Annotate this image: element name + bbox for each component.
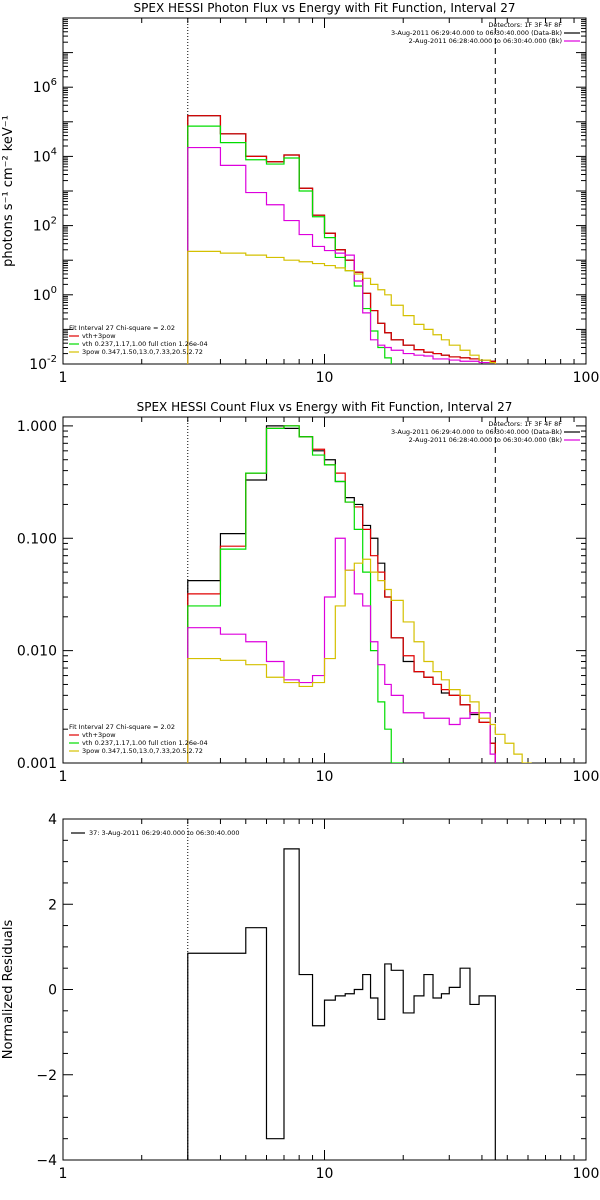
series-line bbox=[187, 558, 532, 763]
legend-top: Detectors: 1F 3F 4F 8F3-Aug-2011 06:29:4… bbox=[391, 21, 580, 45]
y-tick-label: 102 bbox=[33, 216, 57, 235]
legend-entry: Detectors: 1F 3F 4F 8F bbox=[488, 420, 562, 428]
chart-title: SPEX HESSI Photon Flux vs Energy with Fi… bbox=[134, 1, 516, 15]
legend-top: 37: 3-Aug-2011 06:29:40.000 to 06:30:40.… bbox=[71, 829, 240, 837]
y-tick-label: 0 bbox=[48, 983, 57, 999]
panel-2: SPEX HESSI Count Flux vs Energy with Fit… bbox=[17, 400, 599, 785]
y-axis-label: photons s⁻¹ cm⁻² keV⁻¹ bbox=[1, 115, 16, 267]
legend-entry: 2-Aug-2011 06:28:40.000 to 06:30:40.000 … bbox=[409, 37, 562, 45]
legend-entry: vth 0.237,1.17,1.00 full ction 1.26e-04 bbox=[82, 739, 208, 747]
legend-entry: 2-Aug-2011 06:28:40.000 to 06:30:40.000 … bbox=[409, 436, 562, 444]
legend-entry: Fit Interval 27 Chi-square = 2.02 bbox=[69, 324, 175, 332]
y-tick-label: 0.001 bbox=[17, 756, 57, 772]
panel-3: Normalized Residuals 1 10 100 4 2 0 −2 −4 37: 3-A… bbox=[1, 812, 599, 1182]
y-tick-label: 2 bbox=[48, 897, 57, 913]
legend-top: Detectors: 1F 3F 4F 8F3-Aug-2011 06:29:4… bbox=[391, 420, 580, 444]
x-ticks bbox=[62, 819, 575, 1160]
legend-entry: 3-Aug-2011 06:29:40.000 to 06:30:40.000 … bbox=[391, 428, 562, 436]
x-tick-label: 1 bbox=[59, 1166, 68, 1182]
series-line bbox=[187, 125, 404, 364]
x-ticks bbox=[62, 417, 575, 763]
series-group bbox=[187, 425, 532, 763]
y-ticks bbox=[63, 818, 586, 1161]
y-ticks bbox=[63, 425, 586, 764]
legend-entry: Detectors: 1F 3F 4F 8F bbox=[488, 21, 562, 29]
legend-bottom: Fit Interval 27 Chi-square = 2.02vth+3po… bbox=[69, 723, 208, 755]
plot-frame bbox=[62, 17, 587, 365]
series-line bbox=[187, 537, 496, 763]
plot-frame bbox=[62, 818, 587, 1161]
y-tick-label: −4 bbox=[36, 1153, 57, 1169]
series-line bbox=[187, 425, 496, 763]
y-tick-label: 0.010 bbox=[17, 644, 57, 660]
series-line bbox=[187, 425, 404, 763]
legend-entry: vth 0.237,1.17,1.00 full ction 1.26e-04 bbox=[82, 340, 208, 348]
x-tick-label: 1 bbox=[59, 370, 68, 386]
legend-bottom: Fit Interval 27 Chi-square = 2.02vth+3po… bbox=[69, 324, 208, 356]
y-tick-label: 100 bbox=[33, 285, 57, 304]
legend-entry: Fit Interval 27 Chi-square = 2.02 bbox=[69, 723, 175, 731]
x-ticks bbox=[62, 18, 575, 364]
legend-entry: 37: 3-Aug-2011 06:29:40.000 to 06:30:40.… bbox=[89, 829, 240, 837]
series-line bbox=[187, 115, 496, 364]
series-line bbox=[187, 146, 496, 364]
series-line bbox=[187, 425, 496, 763]
y-axis-label: Normalized Residuals bbox=[1, 920, 16, 1060]
legend-entry: vth+3pow bbox=[82, 332, 116, 340]
panel-1: SPEX HESSI Photon Flux vs Energy with Fi… bbox=[1, 1, 599, 386]
y-tick-label: 4 bbox=[48, 812, 57, 828]
series-line bbox=[187, 115, 496, 364]
y-tick-label: 10-2 bbox=[29, 354, 57, 373]
series-line bbox=[187, 848, 496, 1160]
x-tick-label: 10 bbox=[316, 769, 334, 785]
y-ticks bbox=[63, 17, 586, 365]
plot-frame bbox=[62, 416, 587, 764]
y-tick-label: 104 bbox=[33, 146, 57, 165]
y-tick-label: 1.000 bbox=[17, 419, 57, 435]
x-tick-label: 10 bbox=[316, 370, 334, 386]
series-line bbox=[187, 250, 496, 364]
x-tick-label: 100 bbox=[573, 370, 600, 386]
series-group bbox=[187, 848, 496, 1160]
legend-entry: 3-Aug-2011 06:29:40.000 to 06:30:40.000 … bbox=[391, 29, 562, 37]
legend-entry: vth+3pow bbox=[82, 731, 116, 739]
y-tick-label: 0.100 bbox=[17, 531, 57, 547]
x-tick-label: 1 bbox=[59, 769, 68, 785]
x-tick-label: 10 bbox=[316, 1166, 334, 1182]
chart-title: SPEX HESSI Count Flux vs Energy with Fit… bbox=[137, 400, 513, 414]
x-tick-label: 100 bbox=[573, 769, 600, 785]
y-tick-label: −2 bbox=[36, 1068, 57, 1084]
legend-entry: 3pow 0.347,1.50,13.0,7.33,20.5,2.72 bbox=[82, 348, 203, 356]
x-tick-label: 100 bbox=[573, 1166, 600, 1182]
series-group bbox=[187, 115, 496, 364]
legend-entry: 3pow 0.347,1.50,13.0,7.33,20.5,2.72 bbox=[82, 747, 203, 755]
y-tick-label: 106 bbox=[33, 77, 57, 96]
